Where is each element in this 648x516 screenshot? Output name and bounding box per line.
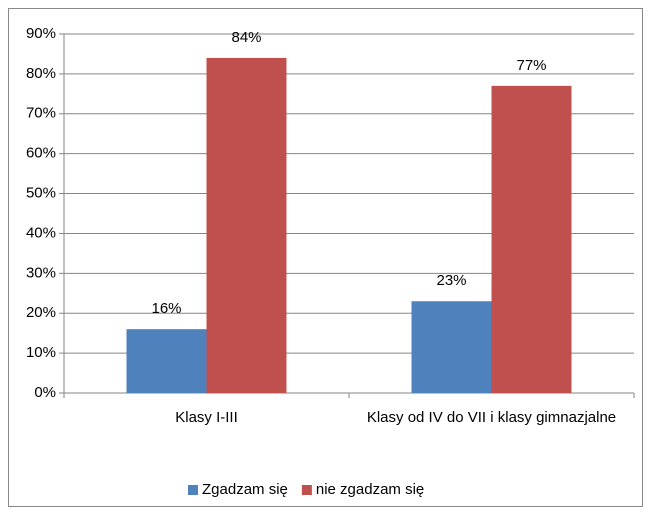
- x-tick-label: Klasy I-III: [175, 409, 238, 426]
- x-tick-label: Klasy od IV do VII i klasy gimnazjalne: [366, 409, 617, 426]
- y-tick-label: 50%: [26, 185, 56, 202]
- y-tick-label: 30%: [26, 264, 56, 281]
- data-label: 77%: [516, 57, 546, 74]
- chart-border: [8, 8, 643, 507]
- y-tick-label: 60%: [26, 145, 56, 162]
- y-tick-label: 10%: [26, 344, 56, 361]
- y-tick-label: 70%: [26, 105, 56, 122]
- data-label: 16%: [151, 300, 181, 317]
- data-label: 84%: [231, 29, 261, 46]
- y-tick-label: 0%: [34, 384, 56, 401]
- y-tick-label: 90%: [26, 25, 56, 42]
- y-tick-label: 80%: [26, 65, 56, 82]
- legend-label: Zgadzam się: [202, 481, 288, 498]
- legend-label: nie zgadzam się: [316, 481, 424, 498]
- bar: [126, 329, 207, 393]
- bar: [411, 301, 492, 393]
- bar: [491, 85, 572, 393]
- legend-swatch: [188, 485, 198, 495]
- data-label: 23%: [436, 272, 466, 289]
- y-tick-label: 20%: [26, 304, 56, 321]
- bar: [206, 57, 287, 393]
- legend-swatch: [301, 485, 312, 495]
- y-tick-label: 40%: [26, 224, 56, 241]
